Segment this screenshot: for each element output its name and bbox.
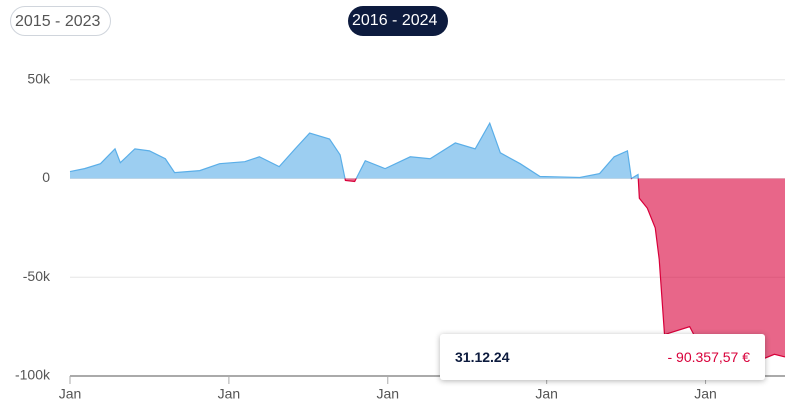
x-tick-label: Jan bbox=[218, 386, 241, 402]
tooltip: 31.12.24 - 90.357,57 € bbox=[440, 334, 765, 380]
x-tick-label: Jan bbox=[376, 386, 399, 402]
y-tick-label: 50k bbox=[27, 70, 51, 86]
y-tick-label: 0 bbox=[42, 169, 50, 185]
range-button[interactable]: 2015 - 2023 bbox=[10, 6, 111, 36]
y-tick-label: -100k bbox=[15, 367, 51, 383]
x-tick-label: Jan bbox=[694, 386, 717, 402]
y-tick-label: -50k bbox=[23, 268, 51, 284]
line bbox=[69, 121, 786, 361]
x-tick-label: Jan bbox=[535, 386, 558, 402]
range-button-selected[interactable]: 2016 - 2024 bbox=[348, 6, 448, 36]
x-tick-label: Jan bbox=[59, 386, 82, 402]
tooltip-value: - 90.357,57 € bbox=[667, 349, 750, 365]
tooltip-date: 31.12.24 bbox=[455, 349, 510, 365]
